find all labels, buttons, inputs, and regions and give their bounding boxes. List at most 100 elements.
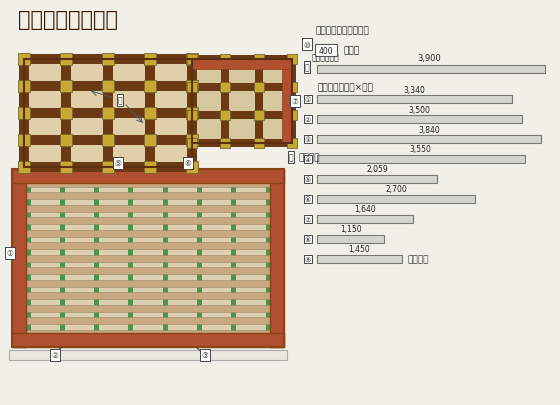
- Bar: [102, 54, 114, 66]
- Bar: [144, 81, 156, 93]
- Bar: [12, 170, 284, 347]
- Bar: [18, 81, 30, 93]
- Text: ④: ④: [305, 157, 311, 162]
- Bar: [60, 108, 72, 120]
- Bar: [221, 61, 230, 143]
- Bar: [193, 112, 291, 120]
- Text: ②: ②: [305, 117, 311, 123]
- Text: ③: ③: [305, 136, 311, 143]
- Bar: [102, 135, 114, 147]
- Bar: [317, 96, 512, 104]
- Bar: [26, 192, 270, 200]
- Text: 3,340: 3,340: [404, 85, 426, 94]
- Bar: [317, 215, 413, 224]
- Bar: [18, 162, 30, 174]
- Bar: [26, 330, 270, 337]
- Bar: [18, 108, 30, 120]
- Bar: [60, 81, 72, 93]
- Bar: [317, 175, 437, 183]
- Bar: [18, 135, 30, 147]
- Bar: [317, 196, 475, 203]
- Bar: [187, 83, 197, 93]
- Bar: [317, 156, 525, 164]
- Bar: [220, 83, 230, 93]
- Bar: [315, 45, 337, 57]
- Bar: [26, 243, 270, 249]
- Bar: [26, 255, 270, 262]
- Bar: [26, 230, 270, 237]
- Bar: [162, 171, 167, 346]
- Text: 3,840: 3,840: [418, 125, 440, 134]
- Bar: [317, 235, 384, 243]
- Bar: [26, 205, 270, 212]
- Bar: [25, 82, 191, 92]
- Text: ⑤: ⑤: [305, 177, 311, 183]
- Bar: [317, 66, 545, 74]
- Bar: [197, 171, 202, 346]
- Bar: [102, 81, 114, 93]
- Text: 基礎部分のサイプレス: 基礎部分のサイプレス: [315, 26, 368, 35]
- Text: ⑦: ⑦: [292, 97, 298, 106]
- Text: 1,640: 1,640: [354, 205, 376, 214]
- Bar: [187, 55, 197, 65]
- Text: 400: 400: [319, 47, 333, 55]
- Bar: [128, 171, 133, 346]
- Text: ⑪: ⑪: [118, 96, 122, 105]
- Bar: [24, 60, 192, 168]
- Bar: [26, 292, 270, 299]
- Bar: [12, 170, 284, 347]
- Text: 1,150: 1,150: [340, 225, 361, 234]
- Bar: [60, 171, 65, 346]
- Bar: [26, 317, 270, 324]
- Text: 柱１７本: 柱１７本: [408, 255, 430, 264]
- Bar: [220, 111, 230, 121]
- Bar: [102, 108, 114, 120]
- Text: ⑨: ⑨: [305, 256, 311, 262]
- Bar: [12, 170, 26, 347]
- Text: ⑩: ⑩: [304, 40, 310, 49]
- Bar: [144, 135, 156, 147]
- Bar: [188, 61, 196, 143]
- Bar: [288, 61, 296, 143]
- Bar: [145, 61, 155, 166]
- Text: パーゴラの材: パーゴラの材: [312, 53, 340, 62]
- Bar: [25, 136, 191, 146]
- Bar: [287, 139, 297, 149]
- Bar: [60, 162, 72, 174]
- Bar: [25, 55, 191, 65]
- Bar: [19, 61, 29, 166]
- Bar: [12, 170, 284, 183]
- Bar: [187, 61, 197, 166]
- Bar: [265, 171, 270, 346]
- Bar: [94, 171, 99, 346]
- Bar: [187, 139, 197, 149]
- Bar: [61, 61, 71, 166]
- Bar: [9, 350, 287, 360]
- Bar: [193, 84, 291, 92]
- Text: 1,450: 1,450: [348, 245, 370, 254]
- Bar: [144, 108, 156, 120]
- Text: ⑥: ⑥: [305, 196, 311, 202]
- Bar: [26, 280, 270, 287]
- Bar: [317, 116, 521, 124]
- Bar: [12, 333, 284, 347]
- Text: 3,900: 3,900: [417, 53, 441, 62]
- Bar: [193, 140, 291, 148]
- Text: ⑫: ⑫: [305, 63, 309, 72]
- Bar: [254, 111, 264, 121]
- Text: ⑥: ⑥: [185, 159, 192, 168]
- Text: 2,700: 2,700: [385, 185, 407, 194]
- Bar: [186, 135, 198, 147]
- Bar: [26, 171, 30, 346]
- Bar: [254, 83, 264, 93]
- Text: 3,550: 3,550: [410, 145, 432, 154]
- Bar: [317, 256, 402, 263]
- Bar: [282, 60, 292, 144]
- Bar: [192, 60, 292, 70]
- Bar: [220, 55, 230, 65]
- Text: 柱１７本: 柱１７本: [298, 153, 320, 162]
- Bar: [186, 162, 198, 174]
- Text: 2,059: 2,059: [366, 165, 388, 174]
- Bar: [26, 180, 270, 187]
- Bar: [193, 56, 291, 64]
